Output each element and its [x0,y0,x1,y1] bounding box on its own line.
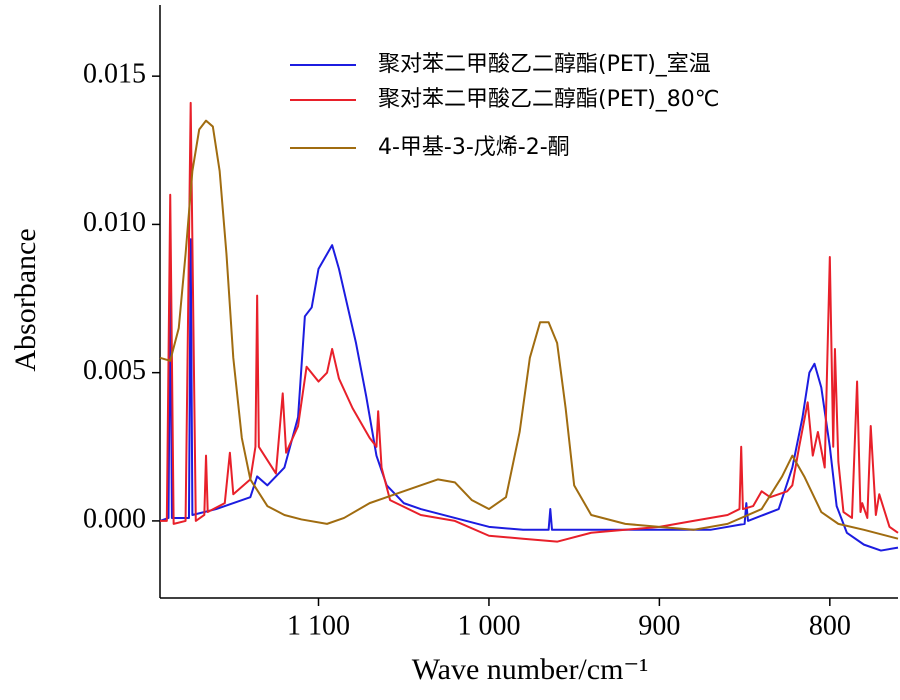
legend-text: 聚对苯二甲酸乙二醇酯(PET)_80℃ [378,87,719,112]
x-tick-label: 900 [638,610,680,641]
x-tick-label: 1 000 [457,610,520,641]
series-line [159,238,899,552]
series-line [160,101,899,543]
y-tick-label: 0.010 [83,207,146,238]
legend-text: 聚对苯二甲酸乙二醇酯(PET)_室温 [378,52,711,77]
x-axis-label: Wave number/cm⁻¹ [412,653,649,686]
series-line [159,119,899,540]
x-tick-label: 800 [809,610,851,641]
x-tick-label: 1 100 [287,610,350,641]
y-tick-label: 0.005 [83,355,146,386]
y-tick-label: 0.015 [83,59,146,90]
y-axis-label: Absorbance [9,228,42,371]
y-tick-label: 0.000 [83,503,146,534]
legend-text: 4-甲基-3-戊烯-2-酮 [378,135,570,160]
